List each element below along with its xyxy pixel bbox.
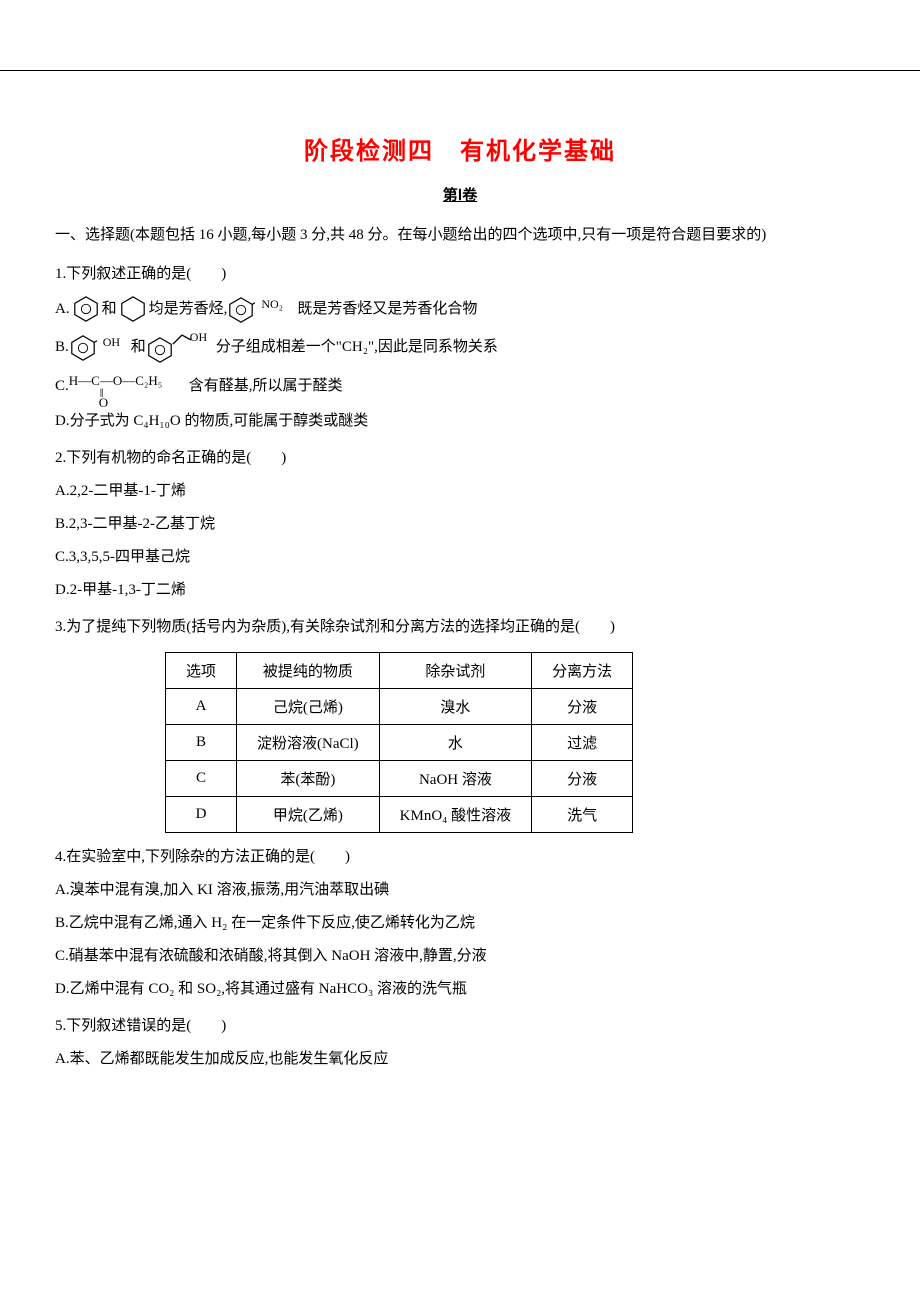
th-1: 被提纯的物质 [237,653,380,689]
instruction-text: 一、选择题(本题包括 16 小题,每小题 3 分,共 48 分。在每小题给出的四… [55,219,865,252]
q2-optD: D.2-甲基-1,3-丁二烯 [55,574,865,607]
cell: 苯(苯酚) [237,761,380,797]
q1-optB: B. OH 和 OH 分子组成相差一个"CH₂",因此是同系物关系 [55,327,865,367]
cell: 分液 [532,689,633,725]
q5-optA: A.苯、乙烯都既能发生加成反应,也能发生氧化反应 [55,1043,865,1076]
cell: 分液 [532,761,633,797]
cell: C [166,761,237,797]
q1-stem: 1.下列叙述正确的是( ) [55,258,865,291]
th-3: 分离方法 [532,653,633,689]
table-row: B 淀粉溶液(NaCl) 水 过滤 [166,725,633,761]
q1-optC-post: 含有醛基,所以属于醛类 [189,370,343,403]
nitrobenzene-icon: NO₂ [227,291,297,327]
ester-formula: H—C—O—C₂H₅ ‖ O [69,367,189,405]
hexagon-icon [119,294,147,324]
oh-label: OH [103,329,120,355]
q1-optA-post1: 均是芳香烃, [149,293,228,326]
oh-label2: OH [190,324,207,350]
q4-stem: 4.在实验室中,下列除杂的方法正确的是( ) [55,841,865,874]
section-subtitle: 第Ⅰ卷 [55,184,865,205]
cell: D [166,797,237,833]
cell: 溴水 [379,689,531,725]
th-2: 除杂试剂 [379,653,531,689]
q1-optA-post2: 既是芳香烃又是芳香化合物 [297,293,477,326]
q1-optA-mid: 和 [102,293,117,326]
q2-optA: A.2,2-二甲基-1-丁烯 [55,475,865,508]
cell: 水 [379,725,531,761]
phenol-icon: OH [69,329,131,365]
cell: KMnO₄ 酸性溶液 [379,797,531,833]
q5-stem: 5.下列叙述错误的是( ) [55,1010,865,1043]
q1-optB-pre: B. [55,331,69,364]
q1-optC-pre: C. [55,370,69,403]
table-row: D 甲烷(乙烯) KMnO₄ 酸性溶液 洗气 [166,797,633,833]
q4-optB: B.乙烷中混有乙烯,通入 H₂ 在一定条件下反应,使乙烯转化为乙烷 [55,907,865,940]
cell: NaOH 溶液 [379,761,531,797]
benzyl-alcohol-icon: OH [146,327,216,367]
th-0: 选项 [166,653,237,689]
table-header-row: 选项 被提纯的物质 除杂试剂 分离方法 [166,653,633,689]
q2-optB: B.2,3-二甲基-2-乙基丁烷 [55,508,865,541]
q1-optA: A. 和 均是芳香烃, NO₂ 既是芳香烃又是芳香化合物 [55,291,865,327]
cell: 甲烷(乙烯) [237,797,380,833]
q4-optD: D.乙烯中混有 CO₂ 和 SO₂,将其通过盛有 NaHCO₃ 溶液的洗气瓶 [55,973,865,1006]
cell: 淀粉溶液(NaCl) [237,725,380,761]
q2-optC: C.3,3,5,5-四甲基己烷 [55,541,865,574]
q1-optC: C. H—C—O—C₂H₅ ‖ O 含有醛基,所以属于醛类 [55,367,865,405]
q3-table: 选项 被提纯的物质 除杂试剂 分离方法 A 己烷(己烯) 溴水 分液 B 淀粉溶… [165,652,633,833]
cell: A [166,689,237,725]
cell: 洗气 [532,797,633,833]
page-title: 阶段检测四 有机化学基础 [55,131,865,166]
q2-stem: 2.下列有机物的命名正确的是( ) [55,442,865,475]
table-row: A 己烷(己烯) 溴水 分液 [166,689,633,725]
formula-top: H—C—O—C₂H₅ [69,367,163,396]
q1-optB-post: 分子组成相差一个"CH₂",因此是同系物关系 [216,331,498,364]
q1-optD: D.分子式为 C₄H₁₀O 的物质,可能属于醇类或醚类 [55,405,865,438]
q4-optC: C.硝基苯中混有浓硫酸和浓硝酸,将其倒入 NaOH 溶液中,静置,分液 [55,940,865,973]
q4-optA: A.溴苯中混有溴,加入 KI 溶液,振荡,用汽油萃取出碘 [55,874,865,907]
cell: 己烷(己烯) [237,689,380,725]
table-row: C 苯(苯酚) NaOH 溶液 分液 [166,761,633,797]
q1-optA-pre: A. [55,293,70,326]
q3-stem: 3.为了提纯下列物质(括号内为杂质),有关除杂试剂和分离方法的选择均正确的是( … [55,611,865,644]
benzene-icon [72,294,100,324]
q1-optB-mid: 和 [131,331,146,364]
no2-label: NO₂ [261,291,283,317]
cell: 过滤 [532,725,633,761]
formula-bot: O [99,389,108,418]
cell: B [166,725,237,761]
